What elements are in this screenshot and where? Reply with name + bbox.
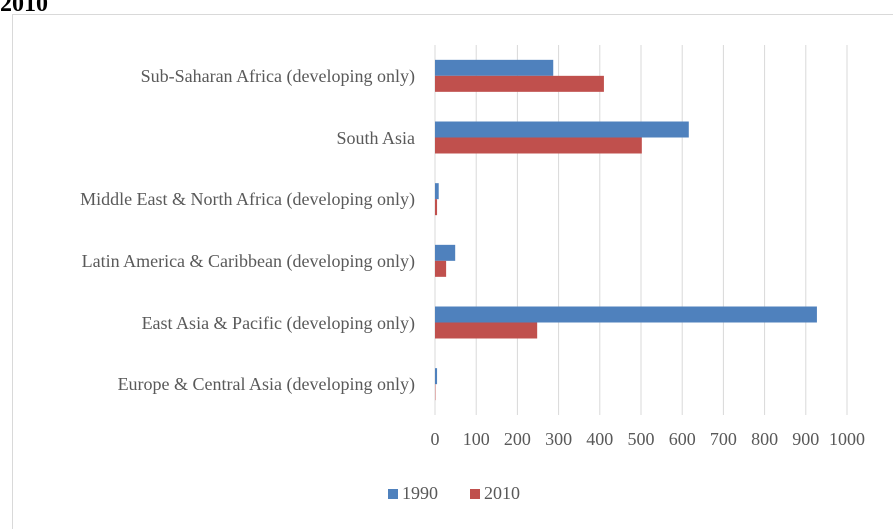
y-tick-label: Sub-Saharan Africa (developing only) bbox=[140, 65, 415, 86]
legend-label: 2010 bbox=[484, 483, 520, 503]
bar bbox=[435, 199, 438, 216]
x-tick-label: 100 bbox=[463, 429, 490, 449]
bar bbox=[435, 368, 438, 385]
y-tick-label: East Asia & Pacific (developing only) bbox=[141, 312, 415, 333]
x-tick-label: 600 bbox=[669, 429, 696, 449]
x-tick-label: 800 bbox=[751, 429, 778, 449]
bar bbox=[435, 306, 817, 323]
bar bbox=[435, 183, 439, 200]
x-tick-label: 900 bbox=[792, 429, 819, 449]
bar bbox=[435, 137, 642, 154]
bar bbox=[435, 121, 689, 138]
legend-swatch bbox=[388, 489, 398, 499]
bar bbox=[435, 75, 604, 92]
bar bbox=[435, 244, 456, 261]
legend-swatch bbox=[470, 489, 480, 499]
x-tick-label: 200 bbox=[504, 429, 531, 449]
x-tick-label: 400 bbox=[586, 429, 613, 449]
x-tick-label: 1000 bbox=[829, 429, 865, 449]
x-tick-label: 500 bbox=[628, 429, 655, 449]
y-tick-label: Latin America & Caribbean (developing on… bbox=[81, 250, 415, 271]
chart-border bbox=[12, 14, 893, 529]
x-tick-label: 300 bbox=[545, 429, 572, 449]
y-tick-label: South Asia bbox=[336, 127, 415, 148]
x-tick-label: 0 bbox=[431, 429, 440, 449]
bar bbox=[435, 322, 538, 339]
bar bbox=[435, 260, 447, 277]
y-tick-label: Europe & Central Asia (developing only) bbox=[117, 374, 415, 395]
bar bbox=[435, 59, 554, 76]
y-tick-label: Middle East & North Africa (developing o… bbox=[80, 189, 415, 210]
legend-label: 1990 bbox=[402, 483, 438, 503]
chart-title: 2010 bbox=[0, 0, 48, 17]
x-tick-label: 700 bbox=[710, 429, 737, 449]
